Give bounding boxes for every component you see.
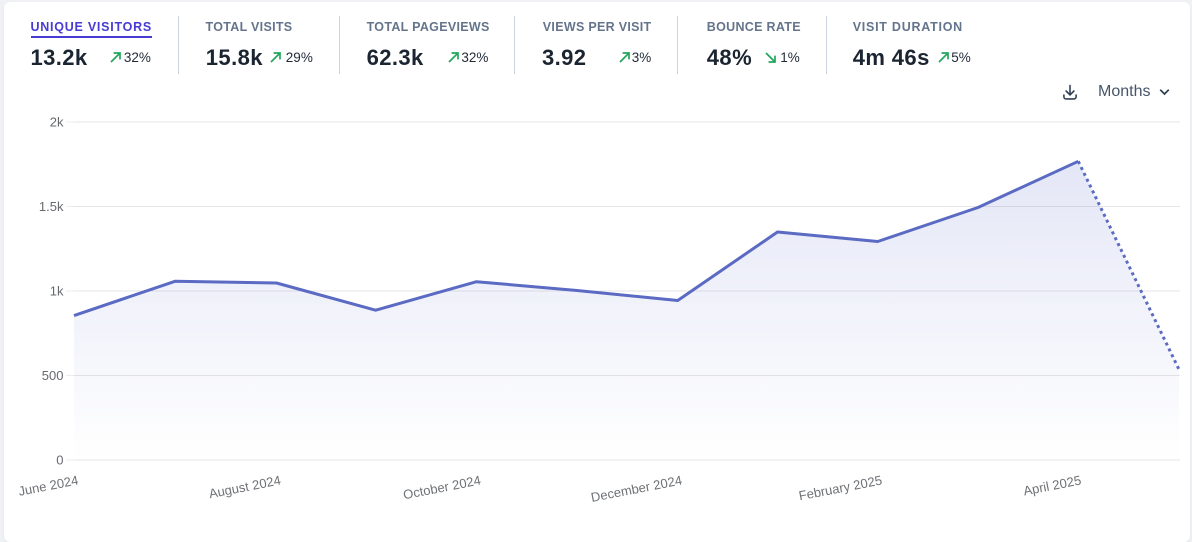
svg-text:2k: 2k xyxy=(50,115,64,130)
svg-text:August 2024: August 2024 xyxy=(208,473,283,502)
svg-text:1.5k: 1.5k xyxy=(39,199,64,214)
svg-text:0: 0 xyxy=(56,453,63,468)
svg-text:April 2025: April 2025 xyxy=(1022,473,1082,499)
svg-text:October 2024: October 2024 xyxy=(402,473,482,503)
svg-text:June 2024: June 2024 xyxy=(17,473,79,499)
svg-text:1k: 1k xyxy=(50,284,64,299)
svg-text:February 2025: February 2025 xyxy=(797,473,883,504)
svg-text:December 2024: December 2024 xyxy=(590,473,684,505)
svg-text:500: 500 xyxy=(42,368,64,383)
